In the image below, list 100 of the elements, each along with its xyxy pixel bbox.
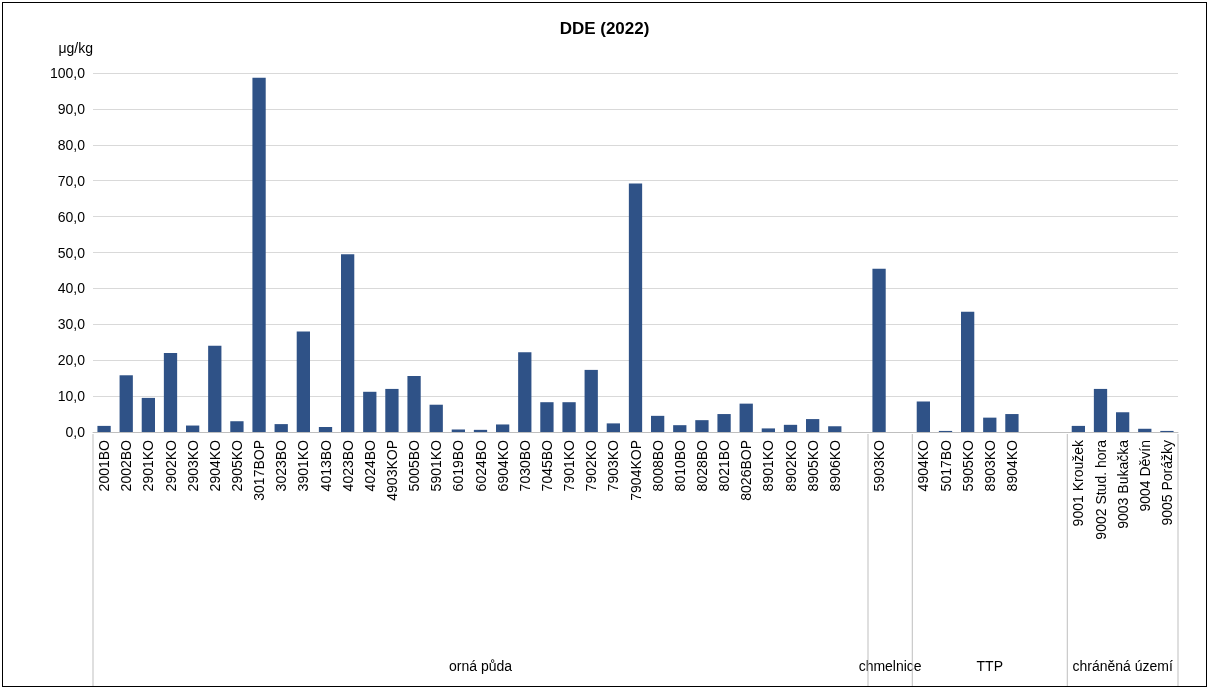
bar bbox=[1116, 412, 1130, 432]
y-tick-label: 10,0 bbox=[57, 388, 86, 405]
bar bbox=[318, 426, 333, 432]
bar bbox=[230, 421, 244, 432]
x-tick-label: 5005BO bbox=[406, 439, 423, 492]
bar bbox=[385, 388, 399, 432]
y-tick-label: 80,0 bbox=[57, 136, 86, 153]
y-tick-label: 40,0 bbox=[57, 280, 86, 297]
bar bbox=[761, 428, 775, 432]
x-tick-label: 5017BO bbox=[937, 439, 954, 492]
x-tick-label: 4904KO bbox=[915, 439, 932, 492]
bar bbox=[429, 404, 443, 432]
y-tick-label: 20,0 bbox=[57, 352, 86, 369]
bar bbox=[252, 77, 266, 432]
x-tick-label: 8901KO bbox=[760, 439, 777, 492]
bar bbox=[916, 401, 930, 432]
bar bbox=[274, 424, 288, 432]
bar bbox=[540, 402, 554, 432]
x-tick-label: 8010BO bbox=[671, 439, 688, 492]
x-tick-label: 7901KO bbox=[561, 439, 578, 492]
text: orná půda bbox=[448, 658, 513, 674]
x-tick-label: 6024BO bbox=[472, 439, 489, 492]
x-tick-label: 8028BO bbox=[693, 439, 710, 492]
x-tick-label: 5901KO bbox=[428, 439, 445, 492]
bar bbox=[97, 425, 111, 432]
x-tick-label: 5905KO bbox=[959, 439, 976, 492]
x-tick-label: 2904KO bbox=[206, 439, 223, 492]
x-tick-label: 7030BO bbox=[516, 439, 533, 492]
bar bbox=[695, 420, 709, 432]
bar bbox=[628, 183, 643, 432]
y-tick-label: 60,0 bbox=[57, 208, 86, 225]
x-tick-label: 4023BO bbox=[339, 439, 356, 492]
x-tick-label: 9001 Kroužek bbox=[1070, 439, 1087, 527]
bar bbox=[739, 403, 753, 432]
x-tick-label: 3023BO bbox=[273, 439, 290, 492]
bar bbox=[451, 429, 465, 432]
bar bbox=[717, 414, 731, 432]
x-tick-label: 2001BO bbox=[96, 439, 113, 492]
bar bbox=[296, 331, 310, 432]
bar bbox=[407, 376, 421, 432]
x-tick-label: 4013BO bbox=[317, 439, 334, 492]
bar bbox=[186, 425, 200, 432]
x-tick-label: 7904KOP bbox=[627, 440, 644, 501]
y-tick-label: 30,0 bbox=[57, 316, 86, 333]
x-tick-label: 8902KO bbox=[782, 439, 799, 492]
bar bbox=[584, 369, 598, 432]
bar bbox=[1005, 414, 1019, 432]
bar bbox=[119, 375, 133, 432]
x-tick-label: 8905KO bbox=[804, 439, 821, 492]
bar bbox=[562, 402, 576, 432]
bar bbox=[1071, 425, 1085, 432]
bar bbox=[983, 417, 997, 432]
bar bbox=[1138, 428, 1152, 432]
text: chráněná území bbox=[1072, 658, 1173, 674]
x-tick-label: 7903KO bbox=[605, 439, 622, 492]
x-tick-label: 7902KO bbox=[583, 439, 600, 492]
bar bbox=[141, 397, 155, 432]
y-axis-title: μg/kg bbox=[58, 40, 93, 56]
x-tick-label: 8904KO bbox=[1003, 439, 1020, 492]
bar bbox=[961, 311, 975, 432]
bar bbox=[363, 391, 377, 432]
x-tick-label: 8021BO bbox=[716, 439, 733, 492]
x-tick-label: 2902KO bbox=[162, 439, 179, 492]
bar bbox=[341, 254, 355, 432]
text: chmelnice bbox=[858, 658, 922, 674]
bar bbox=[606, 423, 620, 432]
x-tick-label: 2901KO bbox=[140, 439, 157, 492]
x-tick-label: 3017BOP bbox=[251, 440, 268, 501]
bar bbox=[673, 425, 687, 432]
y-tick-label: 0,0 bbox=[65, 424, 86, 440]
bar bbox=[783, 424, 798, 432]
bar bbox=[163, 353, 178, 432]
x-tick-label: 5903KO bbox=[871, 439, 888, 492]
bar bbox=[651, 415, 665, 432]
bar bbox=[828, 426, 842, 432]
x-tick-label: 4024BO bbox=[361, 439, 378, 492]
text: TTP bbox=[976, 658, 1004, 674]
x-tick-label: 3901KO bbox=[295, 439, 312, 492]
x-tick-label: 9004 Děvín bbox=[1136, 440, 1153, 512]
y-tick-label: 90,0 bbox=[57, 100, 86, 117]
x-tick-label: 9003 Bukačka bbox=[1114, 439, 1131, 529]
x-tick-label: 2002BO bbox=[118, 439, 135, 492]
x-tick-label: 9002 Stud. hora bbox=[1092, 439, 1109, 540]
x-tick-label: 6019BO bbox=[450, 439, 467, 492]
bar bbox=[806, 419, 820, 432]
y-tick-label: 100,0 bbox=[49, 65, 86, 81]
x-tick-label: 7045BO bbox=[538, 439, 555, 492]
bar bbox=[208, 345, 222, 432]
x-tick-label: 4903KOP bbox=[383, 440, 400, 501]
bar bbox=[496, 424, 510, 432]
x-tick-label: 6904KO bbox=[494, 439, 511, 492]
x-tick-label: 8903KO bbox=[981, 439, 998, 492]
y-tick-label: 70,0 bbox=[57, 172, 86, 189]
bar bbox=[473, 429, 488, 432]
x-tick-label: 9005 Porážky bbox=[1158, 440, 1175, 526]
x-tick-label: 2905KO bbox=[228, 439, 245, 492]
chart-title: DDE (2022) bbox=[559, 19, 650, 38]
bar bbox=[1093, 388, 1108, 432]
bar bbox=[872, 268, 886, 432]
x-tick-label: 8026BOP bbox=[738, 440, 755, 501]
